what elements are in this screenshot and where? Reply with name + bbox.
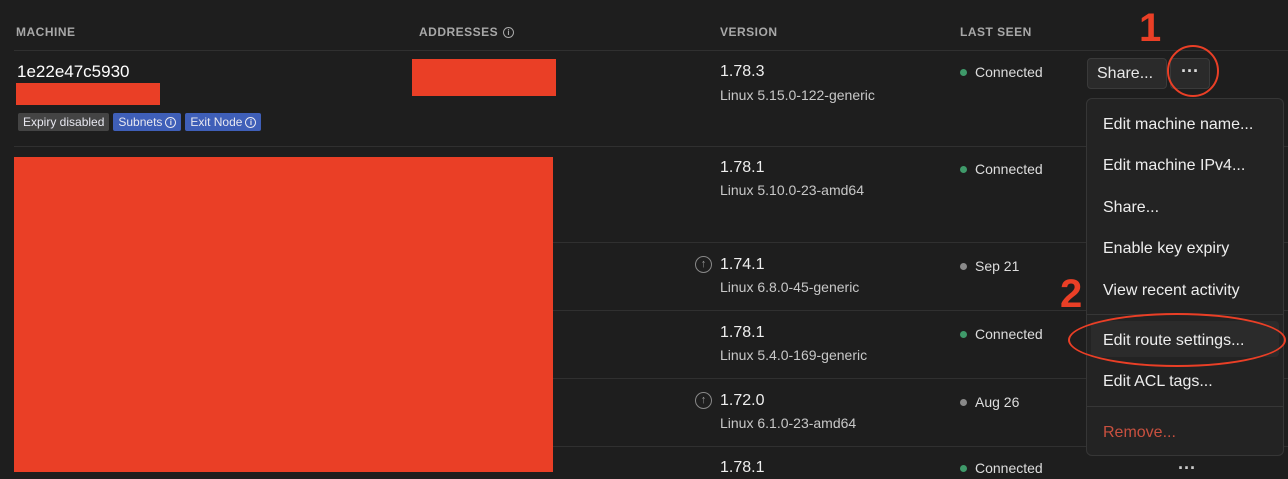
offline-dot-icon: [960, 398, 967, 406]
badge-expiry-disabled: Expiry disabled: [18, 113, 110, 131]
status-label: Connected: [975, 64, 1043, 80]
divider: [14, 446, 1288, 447]
menu-item-share[interactable]: Share...: [1103, 199, 1160, 216]
menu-item-view-recent-activity[interactable]: View recent activity: [1103, 282, 1240, 299]
divider: [14, 146, 1288, 147]
os: Linux 6.8.0-45-generic: [720, 279, 860, 295]
divider: [14, 50, 1288, 51]
info-icon: i: [245, 116, 257, 128]
machine-badges: Expiry disabled Subnets i Exit Node i: [18, 113, 262, 131]
header-addresses-label: ADDRESSES: [419, 25, 499, 39]
info-icon: i: [165, 116, 177, 128]
status-label: Connected: [975, 460, 1043, 476]
info-icon[interactable]: i: [503, 26, 515, 38]
machine-name[interactable]: 1e22e47c5930: [17, 62, 130, 81]
os: Linux 5.10.0-23-amd64: [720, 182, 864, 198]
version: 1.72.0: [720, 392, 765, 409]
version: 1.78.1: [720, 459, 765, 476]
update-available-icon[interactable]: ↑: [695, 256, 712, 273]
connected-dot-icon: [960, 330, 967, 338]
header-version: VERSION: [720, 25, 778, 39]
header-machine: MACHINE: [16, 25, 76, 39]
annotation-circle: [1167, 45, 1219, 97]
more-options-button[interactable]: ···: [1178, 458, 1196, 478]
annotation-ellipse: [1068, 313, 1286, 367]
redacted-block: [412, 59, 556, 96]
version: 1.78.3: [720, 63, 765, 80]
connected-dot-icon: [960, 68, 967, 76]
version: 1.78.1: [720, 324, 765, 341]
version: 1.78.1: [720, 159, 765, 176]
os: Linux 5.15.0-122-generic: [720, 87, 875, 103]
menu-divider: [1087, 406, 1283, 407]
status: Aug 26: [960, 394, 1019, 410]
status: Connected: [960, 326, 1043, 342]
status: Connected: [960, 161, 1043, 177]
update-available-icon[interactable]: ↑: [695, 392, 712, 409]
annotation-number-2: 2: [1060, 272, 1083, 316]
divider: [14, 310, 1288, 311]
redacted-block: [14, 157, 553, 472]
divider: [14, 378, 1288, 379]
menu-item-edit-acl-tags[interactable]: Edit ACL tags...: [1103, 373, 1213, 390]
badge-label: Exit Node: [190, 115, 243, 129]
menu-item-edit-machine-name[interactable]: Edit machine name...: [1103, 116, 1254, 133]
badge-exit-node[interactable]: Exit Node i: [185, 113, 262, 131]
offline-dot-icon: [960, 262, 967, 270]
os: Linux 5.4.0-169-generic: [720, 347, 868, 363]
version: 1.74.1: [720, 256, 765, 273]
machine-context-menu: Edit machine name... Edit machine IPv4..…: [1086, 98, 1284, 456]
status-label: Connected: [975, 326, 1043, 342]
os: Linux 6.1.0-23-amd64: [720, 415, 857, 431]
divider: [14, 242, 1288, 243]
annotation-number-1: 1: [1139, 6, 1162, 50]
status-label: Aug 26: [975, 394, 1020, 410]
connected-dot-icon: [960, 165, 967, 173]
status: Sep 21: [960, 258, 1019, 274]
redacted-block: [16, 83, 160, 105]
badge-subnets[interactable]: Subnets i: [113, 113, 182, 131]
status: Connected: [960, 64, 1043, 80]
connected-dot-icon: [960, 464, 967, 472]
status: Connected: [960, 460, 1043, 476]
share-button[interactable]: Share...: [1087, 58, 1167, 89]
header-addresses: ADDRESSES i: [419, 25, 515, 39]
menu-item-remove[interactable]: Remove...: [1103, 424, 1176, 441]
menu-item-edit-machine-ipv4[interactable]: Edit machine IPv4...: [1103, 157, 1246, 174]
menu-item-enable-key-expiry[interactable]: Enable key expiry: [1103, 240, 1230, 257]
status-label: Connected: [975, 161, 1043, 177]
header-last-seen: LAST SEEN: [960, 25, 1032, 39]
badge-label: Subnets: [118, 115, 163, 129]
status-label: Sep 21: [975, 258, 1020, 274]
